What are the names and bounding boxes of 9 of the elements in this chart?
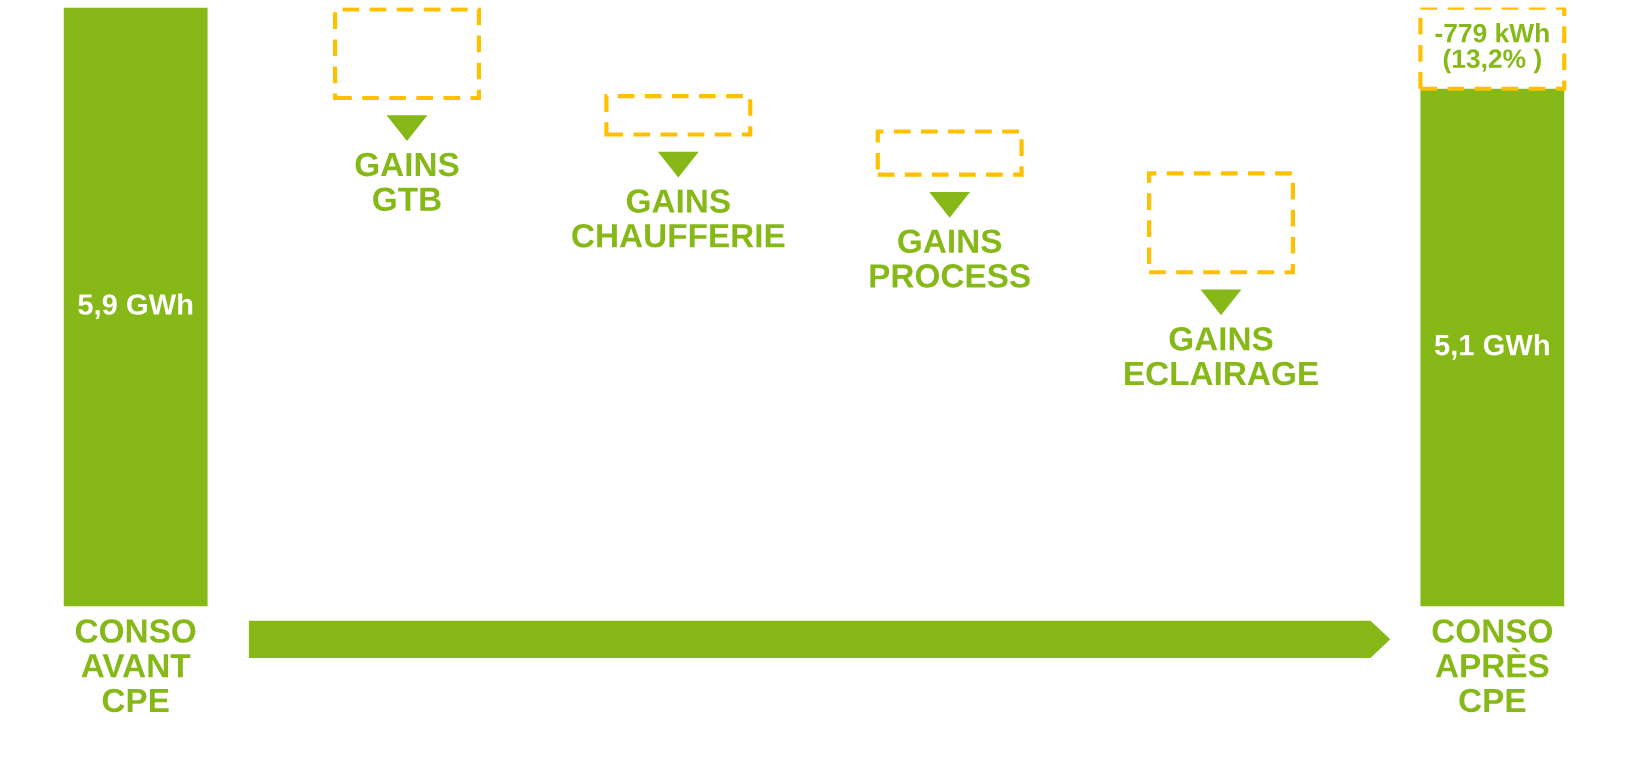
x-tick-label: GAINS ECLAIRAGE [1125, 327, 1318, 386]
x-tick-label: GAINS CHAUFFERIE [572, 189, 785, 248]
data-label: 5,1 GWh [1434, 333, 1549, 360]
annotation: -779 kWh (13,2% ) [1435, 23, 1549, 74]
x-tick-label: CONSO APRÈS CPE [1432, 619, 1553, 713]
x-tick-label: GAINS PROCESS [870, 229, 1030, 288]
x-tick-label: CONSO AVANT CPE [75, 619, 196, 713]
data-label: 5,9 GWh [78, 293, 193, 320]
x-tick-label: GAINS GTB [355, 152, 459, 212]
